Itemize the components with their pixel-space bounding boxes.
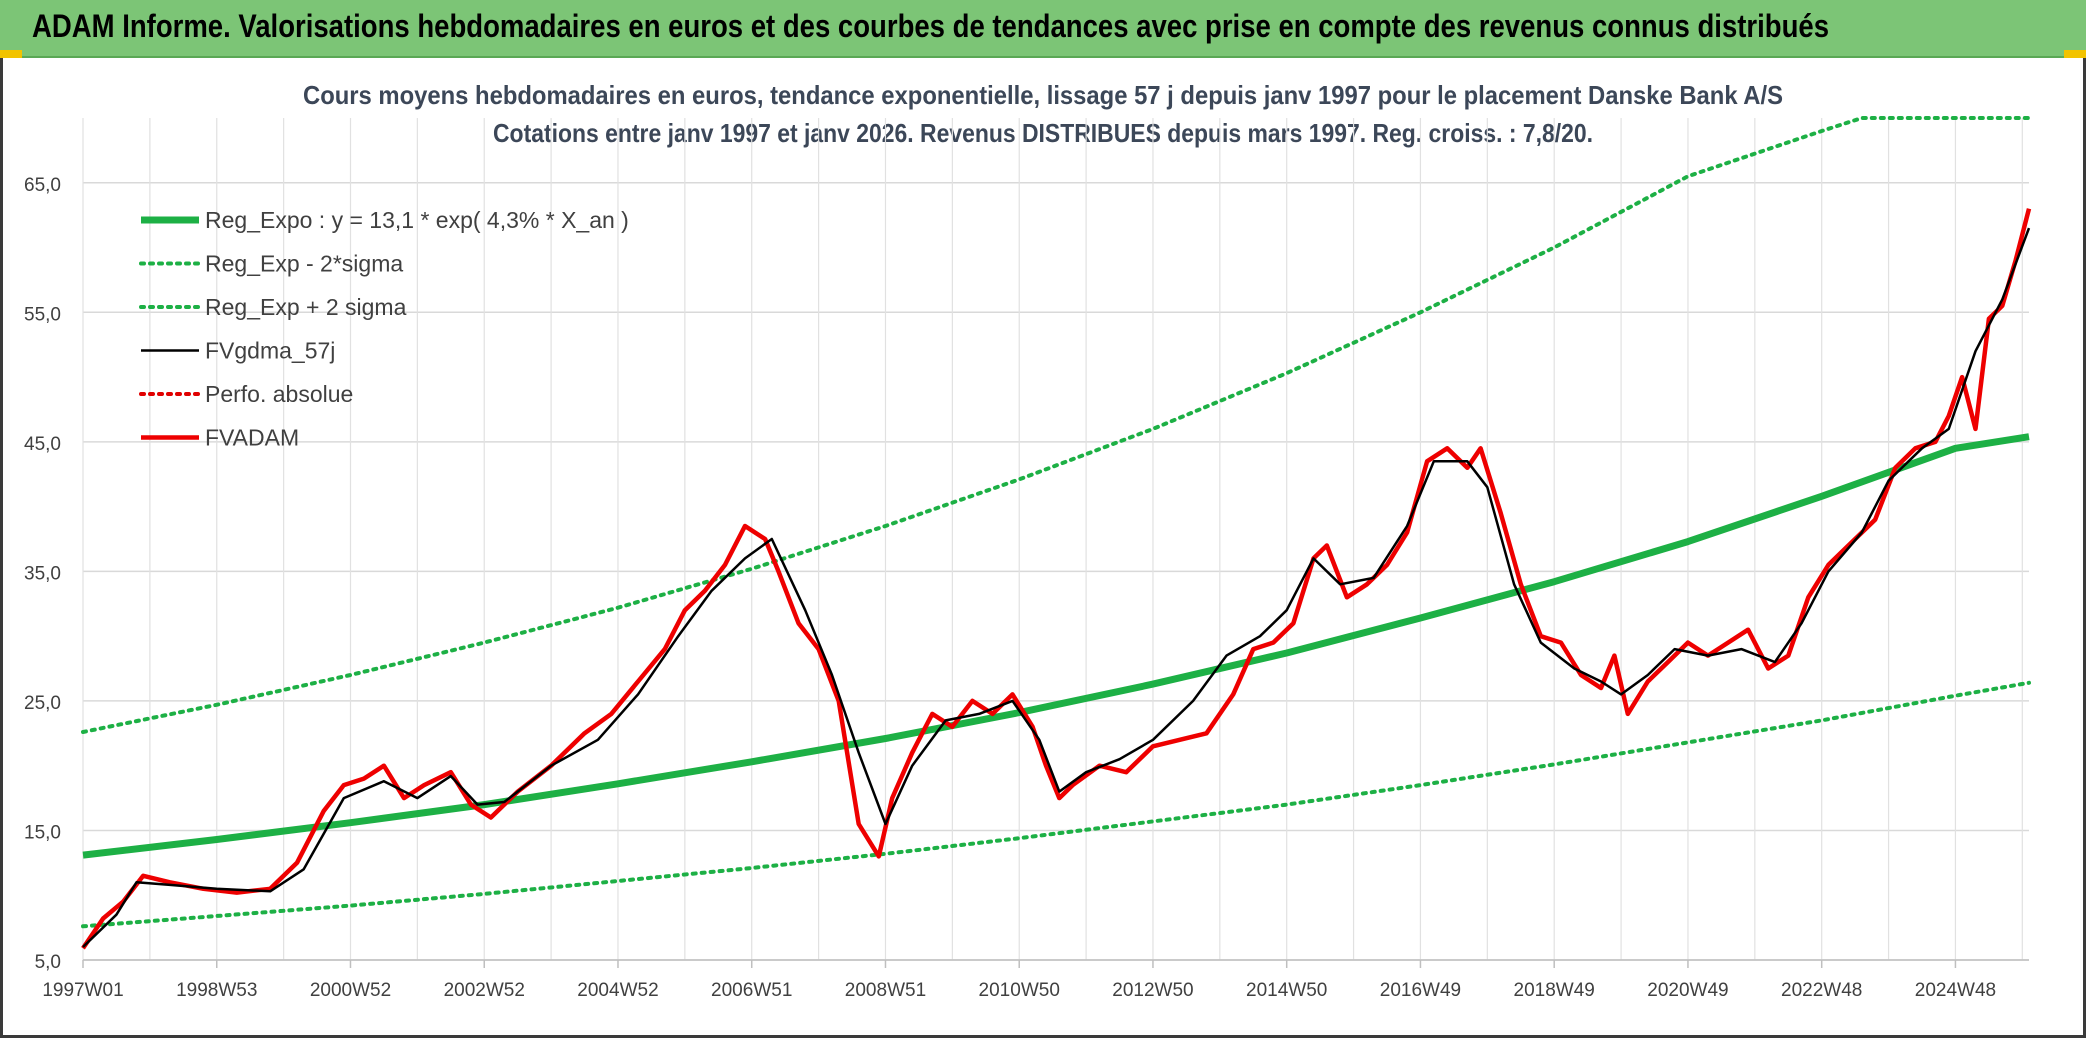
x-tick-label: 2010W50 [979,980,1060,1001]
chart-title: Cours moyens hebdomadaires en euros, ten… [303,80,1783,110]
x-tick-label: 2014W50 [1246,980,1327,1001]
legend-label: Reg_Expo : y = 13,1 * exp( 4,3% * X_an ) [205,207,629,233]
axes: 5,0 15,0 25,0 35,0 45,0 55,0 65,0 1997W01 1998W5… [24,175,2029,1001]
chart-frame: Cours moyens hebdomadaires en euros, ten… [0,58,2086,1038]
y-tick-label: 65,0 [24,175,61,196]
banner-title: ADAM Informe. Valorisations hebdomadaire… [32,8,1829,44]
y-tick-label: 5,0 [35,952,61,973]
x-tick-label: 2002W52 [444,980,525,1001]
series-layer [81,116,2032,950]
x-tick-label: 1998W53 [176,980,257,1001]
corner-mark-left [0,50,22,58]
chart-subtitle: Cotations entre janv 1997 et janv 2026. … [493,118,1593,148]
series-line-0 [82,433,2030,859]
legend-label: Perfo. absolue [205,381,353,407]
x-tick-label: 2006W51 [711,980,792,1001]
x-tick-label: 2008W51 [845,980,926,1001]
x-tick-label: 2016W49 [1380,980,1461,1001]
x-tick-label: 2000W52 [310,980,391,1001]
series-line-3 [82,227,2031,948]
legend-label: Reg_Exp + 2 sigma [205,294,407,320]
corner-mark-right [2064,50,2086,58]
x-tick-label: 2004W52 [577,980,658,1001]
y-tick-label: 55,0 [24,304,61,325]
y-tick-label: 45,0 [24,434,61,455]
x-tick-label: 2018W49 [1514,980,1595,1001]
x-tick-label: 1997W01 [42,980,123,1001]
series-line-2 [81,116,2031,734]
grid [82,118,2029,961]
y-tick-label: 35,0 [24,563,61,584]
legend-label: Reg_Exp - 2*sigma [205,251,403,277]
legend-label: FVgdma_57j [205,338,335,364]
series-line-1 [81,680,2031,929]
x-tick-label: 2012W50 [1112,980,1193,1001]
x-tick-label: 2024W48 [1915,980,1996,1001]
banner: ADAM Informe. Valorisations hebdomadaire… [0,0,2086,58]
series-line-5 [81,208,2032,950]
x-tick-label: 2022W48 [1781,980,1862,1001]
x-tick-label: 2020W49 [1647,980,1728,1001]
y-tick-label: 15,0 [24,822,61,843]
y-tick-label: 25,0 [24,693,61,714]
legend: Reg_Expo : y = 13,1 * exp( 4,3% * X_an )… [139,207,629,451]
legend-label: FVADAM [205,425,299,451]
chart: Cours moyens hebdomadaires en euros, ten… [24,80,2032,1001]
